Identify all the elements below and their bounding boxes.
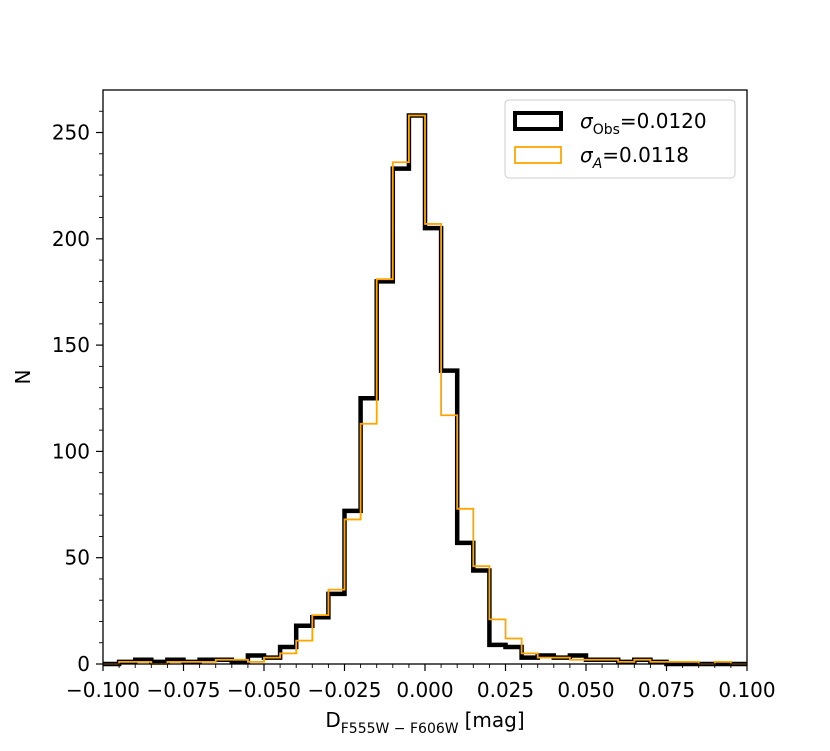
x-tick-label: 0.100 [718, 678, 775, 702]
legend-obs-sub: Obs [593, 122, 620, 138]
y-tick-label: 250 [52, 121, 90, 145]
legend-entry-obs: σObs=0.0120 [580, 109, 707, 138]
x-tick-label: 0.025 [477, 678, 534, 702]
legend-a-sub: A [592, 156, 603, 172]
histogram-series-1 [103, 114, 747, 665]
series-layer [103, 113, 747, 667]
legend-swatch-obs [513, 111, 563, 131]
x-tick-label: 0.075 [638, 678, 695, 702]
x-tick-label: −0.050 [227, 678, 301, 702]
x-axis-label: DF555W − F606W [mag] [325, 708, 524, 737]
legend-a-symbol: σ [580, 143, 594, 167]
y-tick-label: 50 [65, 546, 90, 570]
x-tick-label: −0.100 [66, 678, 140, 702]
y-tick-label: 100 [52, 439, 90, 463]
x-axis-label-main: D [325, 708, 340, 732]
x-tick-label: 0.000 [396, 678, 453, 702]
y-axis-label: N [11, 370, 35, 385]
legend-entry-a: σA=0.0118 [580, 143, 689, 172]
legend-obs-symbol: σ [580, 109, 594, 133]
y-tick-label: 200 [52, 227, 90, 251]
x-tick-label: −0.075 [146, 678, 220, 702]
x-axis-label-unit: [mag] [465, 708, 525, 732]
x-tick-label: −0.025 [307, 678, 381, 702]
y-tick-label: 0 [77, 652, 90, 676]
x-tick-label: 0.050 [557, 678, 614, 702]
legend: σObs=0.0120 σA=0.0118 [504, 99, 736, 179]
ticks-layer: −0.100 −0.075 −0.050 −0.025 0.000 0.025 0.050 0… [52, 110, 776, 702]
y-tick-label: 150 [52, 333, 90, 357]
legend-obs-value: =0.0120 [620, 109, 707, 133]
legend-swatch-a [514, 146, 562, 164]
x-axis-label-sub: F555W − F606W [341, 721, 459, 737]
legend-a-value: =0.0118 [602, 143, 689, 167]
